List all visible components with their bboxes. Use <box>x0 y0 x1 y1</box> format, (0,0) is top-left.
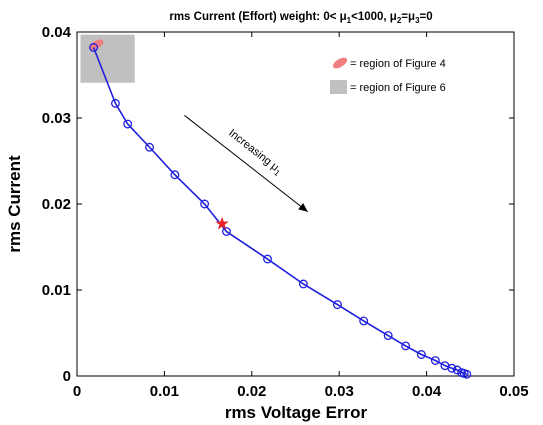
data-point-marker <box>401 341 411 351</box>
y-tick-label: 0.01 <box>42 282 71 299</box>
data-point-marker <box>123 119 133 129</box>
x-tick-label: 0.03 <box>325 383 354 400</box>
legend-figure4-ellipse <box>332 57 348 69</box>
data-point-marker <box>383 331 393 341</box>
data-point-marker <box>170 170 180 180</box>
ticks-layer: 0 0.01 0.02 0.03 0.04 0.05 0 0.01 0.02 0.03 0.04 <box>42 24 529 400</box>
y-axis-label: rms Current <box>5 155 24 253</box>
series-layer <box>89 43 472 379</box>
x-tick-label: 0.01 <box>150 383 179 400</box>
chart-title: rms Current (Effort) weight: 0< μ1<1000,… <box>169 11 432 25</box>
plot-area <box>76 31 515 377</box>
legend-figure6-swatch <box>330 80 347 94</box>
x-tick-label: 0.04 <box>412 383 442 400</box>
data-point-marker <box>333 300 342 310</box>
data-point-marker <box>145 142 154 152</box>
regions-layer <box>80 34 135 83</box>
legend-label-figure6: = region of Figure 6 <box>350 82 446 94</box>
legend-label-figure4: = region of Figure 4 <box>350 58 446 70</box>
x-tick-label: 0 <box>73 383 81 400</box>
data-point-marker <box>416 350 426 359</box>
increasing-arrow-line <box>184 115 309 213</box>
x-tick-label: 0.02 <box>237 383 266 400</box>
legend: = region of Figure 4 = region of Figure … <box>330 57 446 94</box>
data-point-marker <box>111 98 120 108</box>
data-point-marker <box>447 363 457 373</box>
figure6-region-box <box>80 34 135 83</box>
data-point-marker <box>462 369 472 379</box>
x-axis-label: rms Voltage Error <box>225 403 368 422</box>
data-point-marker <box>298 279 308 289</box>
y-tick-label: 0.03 <box>42 110 71 127</box>
data-point-marker <box>222 227 231 236</box>
data-point-marker <box>263 254 272 264</box>
y-tick-label: 0 <box>63 368 71 385</box>
data-point-marker <box>359 316 369 326</box>
data-point-marker <box>89 43 99 52</box>
data-point-marker <box>430 356 440 365</box>
x-tick-label: 0.05 <box>499 383 528 400</box>
y-tick-label: 0.02 <box>42 196 71 213</box>
increasing-arrow-head <box>298 203 308 212</box>
highlight-star-marker <box>215 216 229 230</box>
y-tick-label: 0.04 <box>42 24 72 41</box>
data-point-marker <box>200 199 210 209</box>
data-point-marker <box>452 365 462 375</box>
